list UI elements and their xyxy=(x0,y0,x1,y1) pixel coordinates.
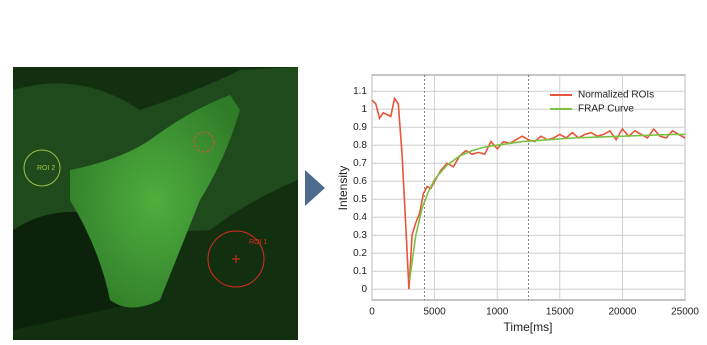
x-tick-label: 20000 xyxy=(608,307,636,318)
y-tick-label: 0.6 xyxy=(353,176,367,187)
data-line xyxy=(371,96,686,290)
y-tick-label: 0 xyxy=(361,284,367,295)
y-tick-label: 0.9 xyxy=(353,122,367,133)
roi-label: ROI 2 xyxy=(37,165,55,172)
x-tick-label: 5000 xyxy=(423,307,446,318)
y-axis-label: Intensity xyxy=(336,166,350,211)
arrow xyxy=(305,170,325,206)
x-tick-label: 25000 xyxy=(671,307,699,318)
y-tick-label: 0.2 xyxy=(353,248,367,259)
x-tick-label: 15000 xyxy=(546,307,574,318)
roi-label: ROI 1 xyxy=(249,239,267,246)
y-tick-label: 1.1 xyxy=(353,86,367,97)
y-tick-label: 0.4 xyxy=(353,212,367,223)
y-tick-label: 0.3 xyxy=(353,230,367,241)
legend-label: FRAP Curve xyxy=(578,104,634,115)
x-tick-label: 1000 xyxy=(486,307,509,318)
x-axis-label: Time[ms] xyxy=(504,320,553,334)
y-tick-label: 1 xyxy=(361,104,367,115)
x-tick-label: 0 xyxy=(369,307,375,318)
legend-label: Normalized ROIs xyxy=(578,90,654,101)
y-tick-label: 0.5 xyxy=(353,194,367,205)
microscopy-image: ROI 2 ROI 1 xyxy=(13,67,298,340)
y-tick-label: 0.1 xyxy=(353,266,367,277)
y-tick-label: 0.8 xyxy=(353,140,367,151)
y-tick-label: 0.7 xyxy=(353,158,367,169)
data-line xyxy=(408,133,685,281)
